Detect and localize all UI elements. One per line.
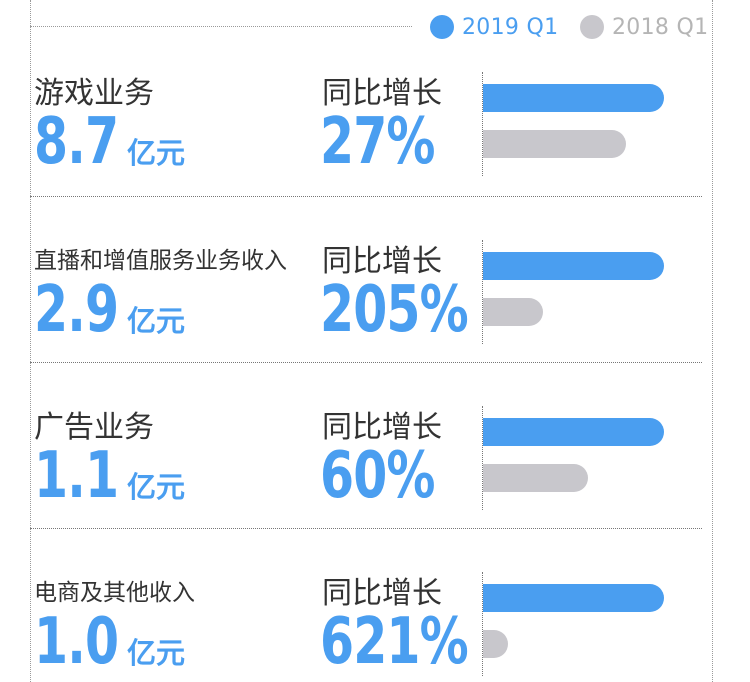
growth-value: 205%: [320, 273, 469, 347]
bar-group: [482, 406, 682, 510]
category-label: 游戏业务: [34, 76, 154, 111]
revenue-value: 2.9 亿元: [34, 278, 185, 342]
revenue-number: 1.1: [34, 439, 119, 513]
revenue-number: 1.0: [34, 605, 119, 679]
revenue-value: 1.0 亿元: [34, 610, 185, 674]
growth-value: 621%: [320, 605, 469, 679]
category-label: 电商及其他收入: [34, 580, 195, 606]
bar-axis: [482, 406, 483, 510]
frame-right-border: [712, 0, 713, 682]
row-separator: [30, 528, 702, 529]
legend-label: 2019 Q1: [462, 14, 559, 40]
revenue-number: 2.9: [34, 273, 119, 347]
bar-group: [482, 72, 682, 176]
bar-2018-q1: [483, 130, 626, 158]
bar-axis: [482, 240, 483, 344]
growth-label: 同比增长: [322, 244, 442, 279]
bar-2018-q1: [483, 298, 543, 326]
top-separator: [30, 26, 412, 27]
revenue-unit: 亿元: [127, 470, 186, 504]
legend-item: 2019 Q1: [430, 10, 558, 44]
category-label: 广告业务: [34, 410, 154, 445]
growth-value: 27%: [320, 105, 435, 179]
revenue-unit: 亿元: [127, 304, 186, 338]
frame-left-border: [30, 0, 31, 682]
legend-label: 2018 Q1: [612, 14, 709, 40]
bar-2019-q1: [483, 418, 664, 446]
category-label: 直播和增值服务业务收入: [34, 248, 287, 274]
growth-value: 60%: [320, 439, 435, 513]
growth-label: 同比增长: [322, 410, 442, 445]
legend-item: 2018 Q1: [580, 10, 708, 44]
bar-2019-q1: [483, 584, 664, 612]
bar-2018-q1: [483, 630, 508, 658]
revenue-number: 8.7: [34, 105, 119, 179]
row-separator: [30, 362, 702, 363]
bar-2019-q1: [483, 84, 664, 112]
bar-group: [482, 240, 682, 344]
bar-axis: [482, 72, 483, 176]
legend-dot-icon: [430, 15, 454, 39]
row-separator: [30, 196, 702, 197]
revenue-value: 8.7 亿元: [34, 110, 185, 174]
bar-2019-q1: [483, 252, 664, 280]
bar-2018-q1: [483, 464, 588, 492]
bar-group: [482, 572, 682, 676]
revenue-unit: 亿元: [127, 136, 186, 170]
legend-dot-icon: [580, 15, 604, 39]
growth-label: 同比增长: [322, 76, 442, 111]
growth-label: 同比增长: [322, 576, 442, 611]
bar-axis: [482, 572, 483, 676]
revenue-value: 1.1 亿元: [34, 444, 185, 508]
revenue-unit: 亿元: [127, 636, 186, 670]
